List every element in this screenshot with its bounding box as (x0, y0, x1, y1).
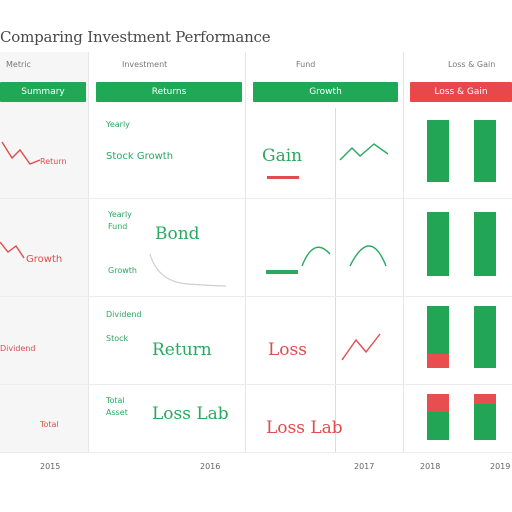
column-header-fund: Fund (296, 60, 316, 69)
row-2-green-marker (266, 270, 298, 274)
page-title: Comparing Investment Performance (0, 28, 271, 46)
loss-gain-bar-row-2b (474, 212, 496, 276)
row-2-curve-icon (149, 253, 227, 287)
column-header-investment: Investment (122, 60, 168, 69)
row-divider (0, 296, 512, 297)
row-1-trend-icon (1, 141, 41, 165)
row-1-col2-big: Gain (262, 146, 303, 166)
loss-gain-bar-row-4a (427, 394, 449, 440)
row-3-col1-bottom: Return (152, 340, 212, 360)
row-divider (0, 198, 512, 199)
loss-gain-bar-row-1b (474, 120, 496, 182)
row-1-col1-top: Yearly (106, 120, 130, 129)
row-3-col1-top: Dividend (106, 310, 142, 319)
row-4-label: Total (40, 420, 59, 429)
row-2-label: Growth (26, 255, 63, 265)
row-divider (0, 384, 512, 385)
footer-label-4: 2018 (420, 462, 441, 471)
loss-gain-button[interactable]: Loss & Gain (410, 82, 512, 102)
loss-marker (427, 394, 449, 412)
row-2-col1-mid: Fund (108, 222, 128, 231)
loss-gain-bar-row-1a (427, 120, 449, 182)
row-3-col2-big: Loss (268, 340, 307, 360)
grid-divider (88, 52, 89, 452)
loss-gain-bar-row-3b (474, 306, 496, 368)
row-1-label: Return (40, 157, 67, 166)
loss-marker (427, 354, 449, 368)
row-1-red-marker (267, 176, 299, 179)
column-header-loss-gain: Loss & Gain (448, 60, 496, 69)
column-header-metric: Metric (6, 60, 31, 69)
loss-gain-bar-row-3a (427, 306, 449, 368)
row-4-col1-mid: Asset (106, 408, 128, 417)
row-1-fund-trend-icon (339, 143, 389, 161)
loss-gain-bar-row-4b (474, 394, 496, 440)
footer-label-5: 2019 (490, 462, 511, 471)
loss-gain-bar-row-2a (427, 212, 449, 276)
footer-label-2: 2016 (200, 462, 221, 471)
row-4-col2-big: Loss Lab (152, 404, 229, 424)
loss-marker (474, 394, 496, 404)
row-3-label: Dividend (0, 344, 36, 353)
row-3-fund-trend-icon (341, 333, 381, 361)
returns-button[interactable]: Returns (96, 82, 242, 102)
footer-label-3: 2017 (354, 462, 375, 471)
left-column-panel (0, 52, 88, 452)
row-2-col1-top: Yearly (108, 210, 132, 219)
summary-button[interactable]: Summary (0, 82, 86, 102)
row-4-col1-top: Total (106, 396, 125, 405)
grid-divider (403, 52, 404, 452)
grid-divider (335, 108, 336, 453)
row-4-fund-label: Loss Lab (266, 418, 343, 438)
row-2-col1-bottom: Growth (108, 266, 137, 275)
row-1-col1-mid: Stock Growth (106, 152, 174, 162)
row-divider (0, 452, 512, 453)
row-3-col1-mid: Stock (106, 334, 129, 343)
growth-button[interactable]: Growth (253, 82, 398, 102)
row-2-col2-big: Bond (155, 224, 200, 244)
row-2-fund-trend-icon (301, 245, 387, 267)
footer-label-1: 2015 (40, 462, 61, 471)
grid-divider (245, 52, 246, 452)
row-2-trend-icon (0, 241, 25, 259)
